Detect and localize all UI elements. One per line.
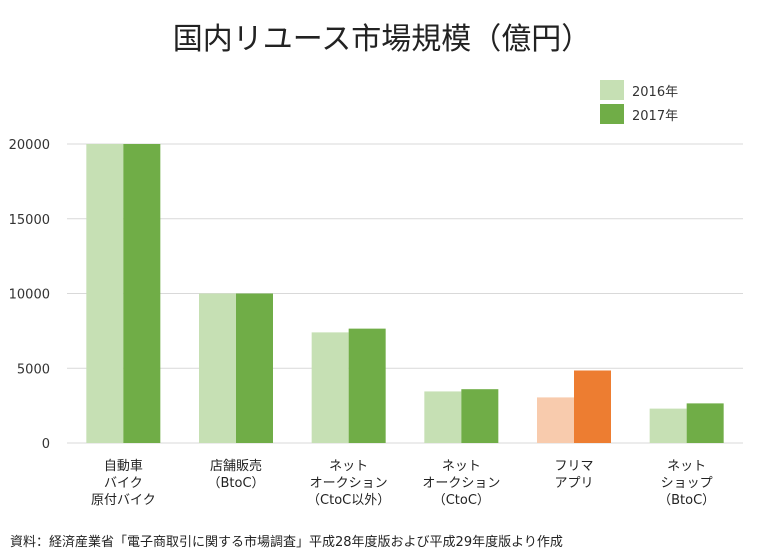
x-tick-label: 店舗販売 [210,458,262,474]
x-tick-label: 原付バイク [91,493,156,508]
bar-2016 [86,144,124,443]
x-tick-label: ショップ [661,476,713,491]
x-tick-label: ネット [329,459,368,474]
legend-swatch-2016 [600,80,624,100]
bar-2017 [236,293,273,443]
legend-item-2016: 2016年 [600,80,678,100]
x-tick-label: オークション [422,476,500,491]
bar-2016 [311,332,349,443]
bar-2016 [649,408,687,443]
y-tick-label: 0 [42,437,50,452]
x-tick-label: オークション [310,476,388,491]
x-tick-label: ネット [442,459,481,474]
legend-label-2017: 2017年 [632,108,679,124]
x-tick-label: 自動車 [104,459,143,474]
y-tick-label: 5000 [17,362,50,377]
grid-lines [67,143,743,444]
y-axis: 0 5000 10000 15000 20000 [9,138,50,452]
source-note: 資料：経済産業省「電子商取引に関する市場調査」平成28年度版および平成29年度版… [10,535,563,550]
y-tick-label: 10000 [9,288,50,303]
bars [86,144,724,443]
x-tick-label: （BtoC） [658,493,715,508]
bar-2016 [199,293,236,443]
x-tick-label: （CtoC） [433,493,490,508]
bar-2017 [348,328,386,443]
bar-2017 [574,370,611,443]
legend-item-2017: 2017年 [600,104,678,124]
bar-2016 [537,397,574,443]
x-tick-label: ネット [667,459,706,474]
x-tick-label: アプリ [554,476,593,491]
bar-2017 [123,144,161,443]
x-tick-label: （BtoC） [207,476,264,491]
x-tick-label: バイク [104,476,143,491]
bar-2017 [461,389,499,443]
x-tick-label: フリマ [554,459,593,474]
chart-title: 国内リユース市場規模（億円） [172,22,592,57]
x-tick-label: （CtoC以外） [307,493,390,508]
y-tick-label: 15000 [9,213,50,228]
y-tick-label: 20000 [9,138,50,153]
bar-2016 [424,391,462,443]
legend-label-2016: 2016年 [632,84,679,100]
legend-swatch-2017 [600,104,624,124]
legend: 2016年 2017年 [600,80,678,128]
bar-2017 [686,403,724,443]
